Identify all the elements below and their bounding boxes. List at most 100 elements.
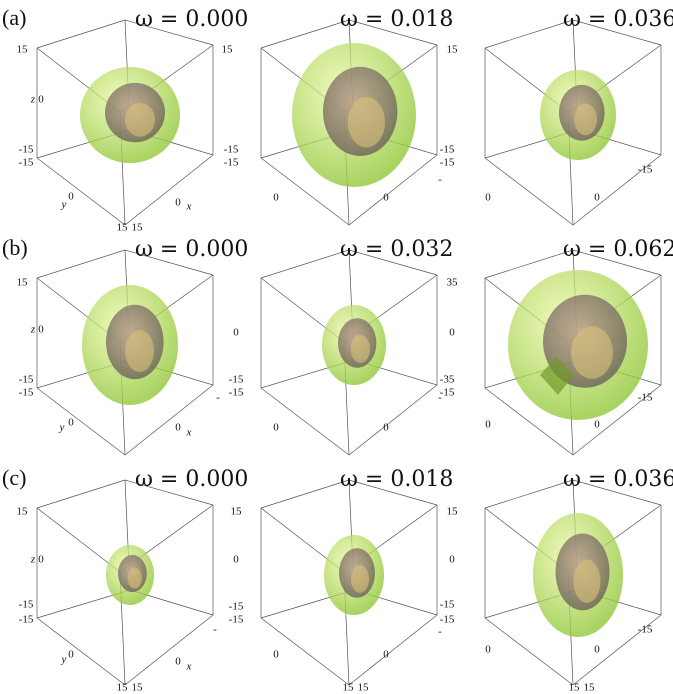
tick-label: 15 [358, 682, 370, 694]
tick-label: 0 [449, 327, 455, 339]
tick-label: -15 [440, 157, 455, 169]
isosurface-core [125, 330, 154, 372]
omega-label: ω = 0.062 [563, 237, 673, 262]
tick-label: 0 [175, 197, 181, 209]
cube-edge [37, 158, 125, 225]
tick-label: -15 [19, 144, 34, 156]
cube-edge [349, 615, 437, 685]
cube-edge [261, 250, 349, 278]
tick-label: - [438, 174, 442, 186]
cube-edge [261, 20, 349, 48]
tick-label: -15 [19, 157, 34, 169]
tick-label: -15 [229, 601, 244, 613]
tick-label: 15 [117, 222, 129, 234]
figure: (a)ω = 0.00015z0-15-15y015150xω = 0.0181… [0, 0, 673, 694]
tick-label: z [30, 324, 36, 336]
tick-label: 0 [273, 649, 279, 661]
isosurface-core [128, 568, 142, 589]
cube-edge [125, 615, 213, 685]
tick-label: 0 [233, 554, 239, 566]
tick-label: -15 [440, 614, 455, 626]
row-label: (c) [2, 465, 26, 490]
tick-label: 0 [485, 644, 491, 656]
tick-label: 0 [68, 417, 74, 429]
tick-label: 35 [447, 277, 459, 289]
omega-label: ω = 0.018 [340, 7, 453, 32]
tick-label: - [438, 626, 442, 638]
tick-label: 15 [17, 506, 29, 518]
omega-label: ω = 0.018 [340, 467, 453, 492]
tick-label: -15 [638, 624, 653, 636]
cube-edge [485, 20, 573, 48]
cube-edge [37, 508, 120, 572]
cube-edge [485, 480, 573, 508]
tick-label: 15 [222, 44, 234, 56]
cube-edge [125, 155, 213, 225]
isosurface-core [574, 104, 597, 136]
tick-label: -15 [229, 614, 244, 626]
omega-label: ω = 0.000 [135, 237, 248, 262]
omega-label: ω = 0.036 [563, 467, 673, 492]
tick-label: x [186, 427, 192, 439]
tick-label: -15 [638, 164, 653, 176]
tick-label: -15 [19, 599, 34, 611]
tick-label: 0 [38, 554, 44, 566]
tick-label: 15 [343, 682, 355, 694]
tick-label: - [213, 624, 217, 636]
tick-label: y [59, 422, 65, 434]
tick-label: -15 [440, 599, 455, 611]
cube-edge [261, 480, 349, 508]
tick-label: -35 [440, 374, 455, 386]
tick-label: 0 [68, 649, 74, 661]
tick-label: 15 [17, 44, 29, 56]
isosurface-core [125, 103, 155, 137]
tick-label: 15 [569, 682, 581, 694]
tick-label: 15 [584, 682, 596, 694]
tick-label: -15 [229, 387, 244, 399]
cube-edge [349, 385, 437, 455]
tick-label: 15 [117, 682, 129, 694]
tick-label: -15 [638, 392, 653, 404]
tick-label: -15 [19, 614, 34, 626]
cube-edge [37, 480, 125, 508]
tick-label: -15 [440, 144, 455, 156]
tick-label: 15 [447, 506, 459, 518]
tick-label: y [61, 199, 67, 211]
tick-label: 0 [38, 324, 44, 336]
tick-label: - [216, 392, 220, 404]
tick-label: 15 [447, 44, 459, 56]
isosurface-core [571, 326, 613, 379]
isosurface-core [348, 97, 385, 147]
omega-label: ω = 0.036 [563, 7, 673, 32]
page: (a)ω = 0.00015z0-15-15y015150xω = 0.0181… [0, 0, 673, 694]
tick-label: 0 [273, 422, 279, 434]
tick-label: 0 [175, 656, 181, 668]
tick-label: -15 [19, 387, 34, 399]
omega-label: ω = 0.000 [135, 467, 248, 492]
tick-label: 0 [175, 422, 181, 434]
tick-label: 15 [132, 222, 144, 234]
tick-label: 0 [594, 192, 600, 204]
tick-label: 0 [594, 644, 600, 656]
tick-label: 0 [485, 192, 491, 204]
tick-label: x [186, 201, 192, 213]
tick-label: 0 [233, 327, 239, 339]
tick-label: 0 [383, 649, 389, 661]
tick-label: -15 [224, 144, 239, 156]
cube-edge [485, 158, 573, 225]
cube-edge [37, 250, 125, 278]
isosurface-core [574, 560, 601, 603]
tick-label: y [61, 654, 67, 666]
tick-label: 0 [273, 192, 279, 204]
tick-label: z [30, 554, 36, 566]
tick-label: 15 [231, 506, 243, 518]
tick-label: 0 [68, 191, 74, 203]
tick-label: -15 [19, 374, 34, 386]
cube-edge [37, 20, 125, 48]
tick-label: 0 [383, 192, 389, 204]
row-label: (b) [2, 235, 28, 260]
tick-label: x [186, 661, 192, 673]
isosurface-core [351, 565, 369, 593]
tick-label: 0 [594, 419, 600, 431]
omega-label: ω = 0.000 [135, 7, 248, 32]
